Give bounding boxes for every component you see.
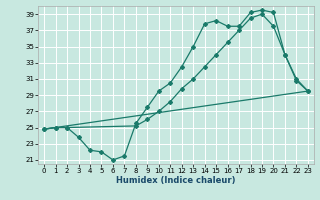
X-axis label: Humidex (Indice chaleur): Humidex (Indice chaleur): [116, 176, 236, 185]
